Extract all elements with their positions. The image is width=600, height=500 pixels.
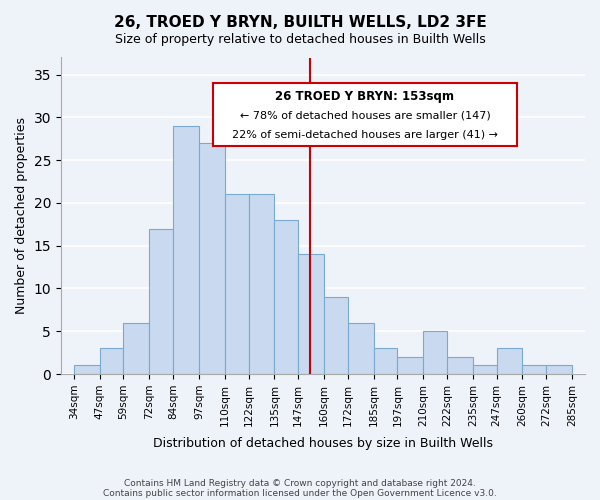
Bar: [74, 366, 100, 374]
Text: Contains HM Land Registry data © Crown copyright and database right 2024.: Contains HM Land Registry data © Crown c…: [124, 478, 476, 488]
Text: Size of property relative to detached houses in Builth Wells: Size of property relative to detached ho…: [115, 32, 485, 46]
Bar: [248, 194, 274, 374]
Bar: [149, 228, 173, 374]
Bar: [546, 366, 572, 374]
Bar: [447, 357, 473, 374]
Text: Contains public sector information licensed under the Open Government Licence v3: Contains public sector information licen…: [103, 488, 497, 498]
Bar: [274, 220, 298, 374]
Bar: [124, 322, 149, 374]
Bar: [423, 332, 447, 374]
Bar: [523, 366, 546, 374]
Bar: [397, 357, 423, 374]
Bar: [199, 143, 224, 374]
Bar: [224, 194, 248, 374]
Bar: [173, 126, 199, 374]
Bar: [473, 366, 497, 374]
Bar: [100, 348, 124, 374]
Bar: [348, 322, 374, 374]
Bar: [497, 348, 523, 374]
Y-axis label: Number of detached properties: Number of detached properties: [15, 118, 28, 314]
Text: 26, TROED Y BRYN, BUILTH WELLS, LD2 3FE: 26, TROED Y BRYN, BUILTH WELLS, LD2 3FE: [113, 15, 487, 30]
Bar: [374, 348, 397, 374]
X-axis label: Distribution of detached houses by size in Builth Wells: Distribution of detached houses by size …: [153, 437, 493, 450]
Bar: [324, 297, 348, 374]
Bar: [298, 254, 324, 374]
